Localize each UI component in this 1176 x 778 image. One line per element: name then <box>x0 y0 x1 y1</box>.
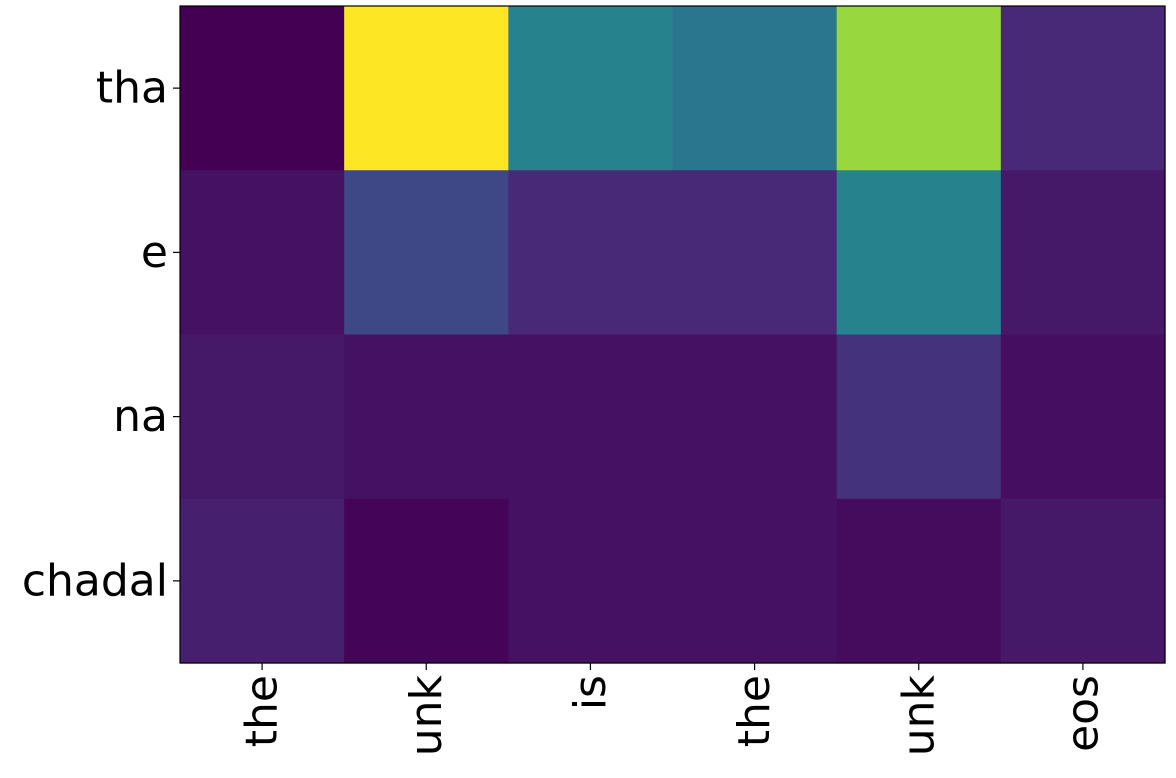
y-tick-label: na <box>113 391 168 442</box>
y-tick-label: tha <box>96 63 168 114</box>
heatmap-cell-0-2 <box>508 6 674 171</box>
heatmap-cell-1-3 <box>672 170 838 336</box>
heatmap-cell-2-0 <box>180 334 345 500</box>
heatmap-cell-2-2 <box>508 334 674 500</box>
y-tick-label: chadal <box>22 555 168 606</box>
heatmap-cell-0-0 <box>180 6 345 171</box>
heatmap-cell-3-4 <box>836 498 1002 664</box>
x-axis: the unk is the unk eos <box>237 663 1108 756</box>
heatmap-cell-1-2 <box>508 170 674 336</box>
x-tick-label: unk <box>401 674 452 756</box>
x-tick-label: the <box>237 675 288 747</box>
heatmap-cell-2-1 <box>344 334 509 500</box>
x-tick-label: the <box>729 675 780 747</box>
heatmap-cells <box>180 6 1166 664</box>
heatmap-cell-1-4 <box>836 170 1002 336</box>
x-tick-label: unk <box>893 674 944 756</box>
heatmap-cell-3-1 <box>344 498 509 664</box>
heatmap-cell-0-3 <box>672 6 838 171</box>
heatmap-cell-2-5 <box>1000 334 1166 500</box>
y-tick-label: e <box>141 227 168 278</box>
heatmap-cell-3-0 <box>180 498 345 664</box>
x-tick-label: eos <box>1057 675 1108 752</box>
plot-frame <box>179 5 1166 664</box>
x-tick-label: is <box>565 675 616 710</box>
heatmap-cell-1-1 <box>344 170 509 336</box>
heatmap-cell-2-3 <box>672 334 838 500</box>
heatmap-cell-3-5 <box>1000 498 1166 664</box>
heatmap-cell-2-4 <box>836 334 1002 500</box>
heatmap-cell-0-1 <box>344 6 509 171</box>
heatmap-cell-1-0 <box>180 170 345 336</box>
heatmap-cell-1-5 <box>1000 170 1166 336</box>
heatmap-cell-0-4 <box>836 6 1002 171</box>
heatmap-cell-3-3 <box>672 498 838 664</box>
heatmap-cell-3-2 <box>508 498 674 664</box>
heatmap-cell-0-5 <box>1000 6 1166 171</box>
y-axis: tha e na chadal <box>22 63 180 606</box>
